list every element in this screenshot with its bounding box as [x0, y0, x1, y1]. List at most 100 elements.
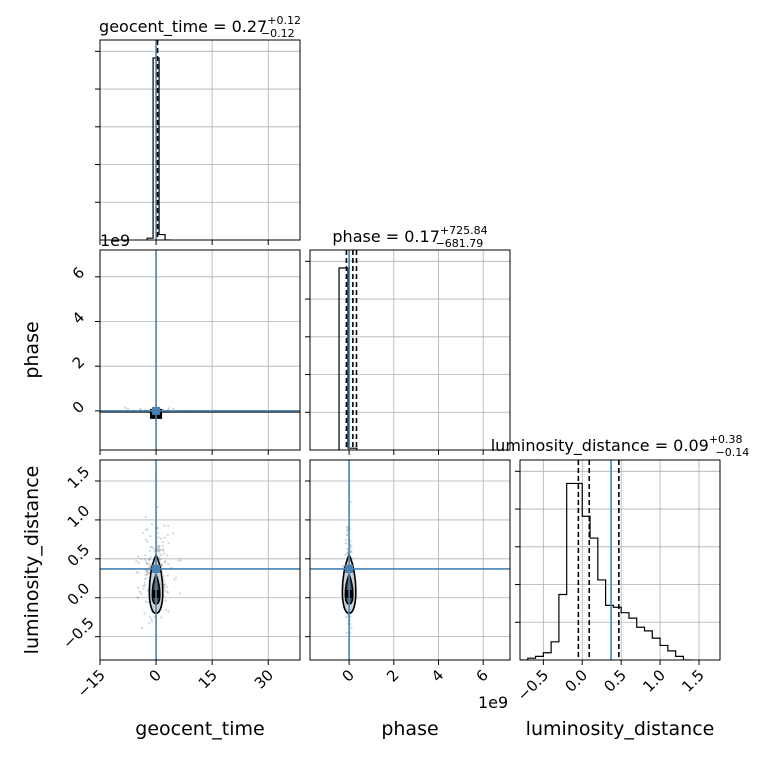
scatter-point: [167, 407, 170, 410]
plot-area: [146, 40, 172, 240]
scatter-point: [149, 534, 152, 538]
scatter-point: [144, 554, 147, 557]
scatter-point: [136, 555, 140, 558]
scatter-point: [157, 549, 160, 552]
scatter-point: [159, 558, 162, 561]
x-tick-label: 4: [428, 666, 447, 685]
plot-area: [100, 460, 300, 660]
y-tick-label: 4: [69, 308, 88, 327]
y-tick-label: 0.0: [64, 579, 94, 609]
scatter-point: [150, 620, 154, 623]
scatter-point: [145, 562, 148, 565]
x-tick-label: 1.5: [678, 666, 708, 696]
scatter-point: [148, 565, 152, 568]
scatter-point: [149, 564, 152, 568]
scatter-point: [135, 571, 138, 574]
scatter-point: [146, 528, 149, 531]
truth-marker: [345, 564, 354, 573]
scatter-point: [143, 612, 146, 615]
scatter-point: [147, 562, 151, 565]
scatter-point: [164, 583, 167, 586]
scatter-point: [150, 545, 153, 548]
scatter-point: [146, 589, 149, 592]
scatter-point: [146, 540, 149, 543]
axes-frame: [309, 249, 511, 451]
scatter-point: [165, 608, 168, 612]
scatter-point: [349, 501, 352, 504]
scatter-point: [140, 592, 143, 595]
scatter-point: [344, 542, 347, 545]
scatter-point: [139, 407, 142, 411]
scatter-point: [164, 589, 167, 592]
scatter-point: [149, 555, 152, 559]
y-tick-label: 2: [69, 353, 88, 372]
scatter-point: [346, 552, 349, 555]
scatter-point: [174, 576, 178, 579]
scatter-point: [157, 531, 160, 535]
panel-phase-hist: [305, 249, 511, 455]
scatter-point: [143, 584, 147, 587]
axes-frame: [99, 459, 301, 661]
scatter-point: [156, 547, 160, 550]
scatter-point: [345, 534, 348, 537]
scatter-point: [145, 528, 148, 531]
scatter-point: [148, 616, 152, 619]
offset-text-phase-x: 1e9: [478, 693, 508, 712]
scatter-point: [150, 618, 153, 621]
scatter-point: [346, 533, 349, 536]
scatter-point: [124, 406, 127, 409]
scatter-point: [144, 515, 147, 519]
scatter-point: [152, 547, 155, 550]
scatter-point: [160, 563, 164, 566]
scatter-point: [156, 527, 159, 530]
scatter-point: [153, 615, 156, 618]
scatter-point: [163, 524, 166, 527]
x-tick-label: 15: [195, 666, 221, 692]
scatter-point: [350, 550, 353, 553]
scatter-point: [160, 564, 164, 567]
scatter-point: [172, 532, 175, 535]
x-tick-label: −15: [74, 666, 109, 701]
scatter-point: [144, 600, 148, 603]
scatter-point: [342, 564, 345, 567]
scatter-point: [141, 626, 144, 629]
y-tick-label: 0.5: [64, 540, 94, 570]
x-tick-label: 0.5: [600, 666, 630, 696]
scatter-point: [350, 627, 353, 630]
scatter-point: [345, 615, 348, 619]
scatter-point: [144, 560, 148, 563]
truth-marker: [152, 564, 161, 573]
scatter-point: [158, 545, 161, 549]
scatter-point: [345, 538, 348, 542]
scatter-point: [137, 561, 140, 564]
scatter-point: [156, 549, 159, 552]
scatter-point: [139, 558, 143, 561]
scatter-point: [136, 595, 139, 599]
offset-text-geocent-hist: 1e9: [100, 231, 130, 250]
scatter-point: [157, 536, 160, 539]
scatter-point: [163, 579, 166, 582]
scatter-point: [141, 531, 144, 535]
x-tick-label: 0: [145, 666, 164, 685]
scatter-point: [149, 545, 152, 549]
scatter-point: [350, 546, 353, 549]
title-phase: phase = 0.17+725.84 −681.79: [332, 224, 487, 250]
scatter-point: [136, 596, 140, 600]
x-tick-label: 30: [251, 666, 277, 692]
scatter-point: [135, 560, 138, 563]
scatter-point: [148, 558, 152, 561]
scatter-point: [158, 549, 161, 552]
scatter-point: [164, 599, 167, 602]
scatter-point: [173, 578, 176, 581]
histogram-step: [338, 267, 358, 450]
scatter-point: [165, 585, 168, 589]
axes-frame: [99, 249, 301, 451]
plot-area: [520, 460, 692, 660]
scatter-point: [147, 572, 150, 575]
y-tick-label: 1.5: [64, 463, 94, 493]
scatter-point: [143, 581, 146, 584]
histogram-step: [146, 57, 172, 240]
scatter-point: [166, 591, 169, 594]
scatter-point: [166, 574, 169, 577]
